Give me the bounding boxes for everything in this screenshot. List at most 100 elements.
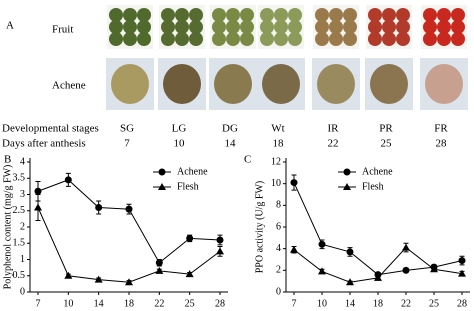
fruit [226, 8, 240, 22]
fruit [123, 32, 137, 46]
y-tick-label: 4 [20, 156, 25, 167]
fruit [423, 32, 437, 46]
marker [125, 278, 133, 286]
day: 28 [436, 138, 448, 150]
marker [158, 183, 166, 190]
fruit [382, 20, 396, 34]
fruit [396, 32, 410, 46]
fruit [175, 8, 189, 22]
x-tick-label: 7 [292, 298, 297, 309]
fruit [123, 20, 137, 34]
stage: FR [434, 123, 448, 135]
x-tick-label: 18 [124, 298, 134, 309]
fruit [288, 32, 302, 46]
fruit [137, 32, 151, 46]
fruit [189, 32, 203, 46]
y-tick-label: 0.5 [13, 270, 26, 281]
achene-pile [214, 64, 252, 104]
y-tick-label: 2 [276, 265, 281, 276]
day: 18 [273, 138, 285, 150]
fruit [315, 32, 329, 46]
y-tick-label: 1 [20, 254, 25, 265]
series-line [37, 179, 221, 264]
fruit [226, 20, 240, 34]
achene-pile [163, 64, 201, 104]
fruit [343, 32, 357, 46]
fruit [329, 32, 343, 46]
fruit [109, 8, 123, 22]
fruit [437, 20, 451, 34]
fruit [329, 20, 343, 34]
fruit [123, 8, 137, 22]
panel-label: C [244, 154, 251, 166]
y-axis-label: PPO activity (U/g FW) [254, 181, 265, 274]
x-tick-label: 25 [185, 298, 195, 309]
y-tick-label: 2.5 [13, 205, 26, 216]
fruit [274, 20, 288, 34]
fruit [175, 20, 189, 34]
fruit [226, 32, 240, 46]
day: 10 [174, 138, 186, 150]
y-tick-label: 4 [276, 243, 281, 254]
marker [402, 266, 410, 274]
x-tick-label: 7 [36, 298, 41, 309]
legend-label: Flesh [362, 181, 384, 192]
marker [185, 270, 194, 278]
panel-label: B [4, 154, 11, 166]
fruit [161, 8, 175, 22]
marker [158, 168, 166, 176]
fruit [368, 32, 382, 46]
marker [318, 240, 326, 248]
fruit [274, 8, 288, 22]
fruit [343, 8, 357, 22]
stage: LG [172, 123, 187, 135]
fruit [368, 20, 382, 34]
photos [106, 5, 468, 110]
panel-label: A [6, 20, 14, 32]
fruit [451, 32, 465, 46]
fruit [189, 8, 203, 22]
x-tick-label: 10 [63, 298, 73, 309]
fruit [260, 32, 274, 46]
y-tick-label: 6 [276, 221, 281, 232]
y-axis-label: Polyphenol content (mg/g FW) [2, 165, 13, 290]
marker [343, 168, 351, 176]
day: 25 [381, 138, 393, 150]
marker [402, 243, 410, 251]
marker [125, 205, 133, 213]
marker [155, 259, 163, 267]
stage: PR [379, 123, 393, 135]
fruit [423, 8, 437, 22]
row-label: Achene [52, 80, 86, 92]
fruit [212, 20, 226, 34]
legend-label: Achene [177, 166, 208, 177]
marker [290, 245, 298, 253]
fruit [396, 8, 410, 22]
fruit [161, 20, 175, 34]
marker [95, 204, 103, 211]
legend-label: Achene [362, 166, 393, 177]
fruit [437, 32, 451, 46]
achene-pile [262, 64, 300, 104]
fruit [382, 32, 396, 46]
y-tick-label: 3 [20, 189, 25, 200]
fruit [329, 8, 343, 22]
x-tick-label: 28 [215, 298, 225, 309]
y-tick-label: 10 [271, 178, 281, 189]
day: 22 [328, 138, 339, 150]
fruit [382, 8, 396, 22]
fruit [240, 32, 254, 46]
marker [64, 271, 73, 279]
marker [374, 273, 382, 281]
marker [458, 269, 466, 277]
x-tick-label: 28 [457, 298, 467, 309]
fruit [240, 8, 254, 22]
fruit [260, 8, 274, 22]
marker [64, 176, 72, 184]
fruit [189, 20, 203, 34]
x-tick-label: 14 [94, 298, 104, 309]
x-tick-label: 22 [154, 298, 164, 309]
fruit [109, 20, 123, 34]
fruit [274, 32, 288, 46]
